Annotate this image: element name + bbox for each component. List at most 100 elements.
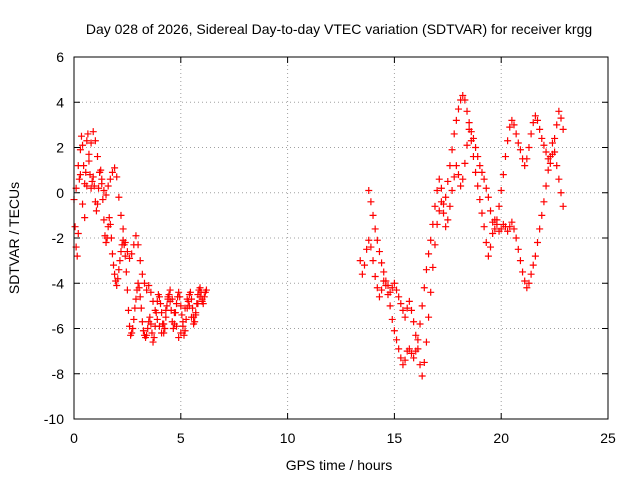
- data-point: [510, 225, 518, 233]
- data-point: [380, 268, 388, 276]
- data-point: [102, 191, 110, 199]
- data-point: [367, 198, 375, 206]
- data-point: [123, 286, 131, 294]
- data-point: [140, 279, 148, 287]
- data-point: [446, 202, 454, 210]
- data-point: [418, 302, 426, 310]
- data-point: [390, 327, 398, 335]
- data-point: [442, 193, 450, 201]
- data-point: [138, 270, 146, 278]
- data-point: [508, 116, 516, 124]
- data-point: [128, 329, 136, 337]
- data-point: [531, 112, 539, 120]
- data-point: [186, 288, 194, 296]
- data-point: [489, 229, 497, 237]
- data-point: [425, 313, 433, 321]
- data-point: [177, 329, 185, 337]
- data-point: [386, 302, 394, 310]
- data-point: [202, 286, 210, 294]
- data-point: [126, 254, 134, 262]
- data-point: [129, 325, 137, 332]
- data-point: [110, 261, 118, 269]
- data-point: [534, 116, 542, 124]
- data-point: [512, 234, 520, 242]
- data-point: [431, 202, 439, 210]
- data-point: [198, 297, 206, 305]
- data-point: [559, 125, 567, 133]
- data-point: [538, 134, 546, 142]
- data-point: [375, 248, 383, 256]
- data-point: [139, 327, 147, 335]
- data-point: [91, 137, 99, 145]
- data-point: [96, 168, 104, 176]
- data-point: [403, 304, 411, 312]
- data-point: [144, 325, 152, 332]
- data-point: [527, 270, 535, 278]
- data-point: [452, 162, 460, 170]
- data-point: [121, 239, 129, 247]
- data-point: [81, 214, 89, 222]
- data-point: [83, 182, 91, 190]
- data-point: [388, 284, 396, 292]
- data-point: [111, 164, 119, 172]
- data-point: [512, 130, 520, 138]
- data-point: [416, 320, 424, 328]
- data-points: [70, 91, 567, 380]
- data-point: [178, 311, 186, 319]
- data-point: [450, 173, 458, 181]
- data-point: [113, 173, 121, 181]
- data-point: [514, 139, 522, 147]
- data-point: [143, 331, 151, 339]
- data-point: [384, 282, 392, 290]
- data-point: [493, 220, 501, 228]
- data-point: [523, 284, 531, 292]
- data-point: [427, 236, 435, 244]
- data-point: [437, 184, 445, 192]
- data-point: [407, 306, 415, 314]
- data-point: [395, 345, 403, 353]
- data-point: [155, 293, 163, 301]
- data-point: [371, 272, 379, 280]
- data-point: [151, 306, 159, 314]
- data-point: [85, 150, 93, 158]
- data-point: [117, 248, 125, 256]
- data-point: [501, 153, 509, 161]
- x-tick-label: 0: [70, 430, 78, 446]
- data-point: [190, 320, 198, 328]
- data-point: [135, 284, 143, 292]
- data-point: [454, 105, 462, 113]
- data-point: [105, 214, 113, 222]
- data-point: [134, 279, 142, 287]
- data-point: [113, 282, 121, 290]
- data-point: [527, 130, 535, 138]
- data-point: [168, 295, 176, 303]
- data-point: [440, 209, 448, 217]
- data-point: [176, 293, 184, 301]
- data-point: [463, 107, 471, 115]
- data-point: [484, 193, 492, 201]
- data-point: [119, 225, 127, 233]
- data-point: [147, 320, 155, 328]
- y-tick-label: -10: [44, 411, 64, 427]
- data-point: [153, 315, 161, 323]
- data-point: [378, 286, 386, 294]
- data-point: [79, 200, 87, 208]
- data-point: [74, 229, 82, 237]
- data-point: [457, 182, 465, 190]
- data-point: [420, 358, 428, 366]
- data-point: [100, 186, 108, 194]
- data-point: [459, 91, 467, 99]
- data-point: [187, 313, 195, 321]
- data-point: [534, 239, 542, 247]
- data-point: [525, 279, 533, 287]
- data-point: [482, 239, 490, 247]
- data-point: [444, 216, 452, 224]
- data-point: [194, 300, 202, 308]
- data-point: [420, 284, 428, 292]
- data-point: [553, 162, 561, 170]
- data-point: [136, 293, 144, 301]
- data-point: [369, 257, 377, 265]
- data-point: [491, 225, 499, 233]
- data-point: [510, 121, 518, 129]
- x-tick-label: 20: [493, 430, 509, 446]
